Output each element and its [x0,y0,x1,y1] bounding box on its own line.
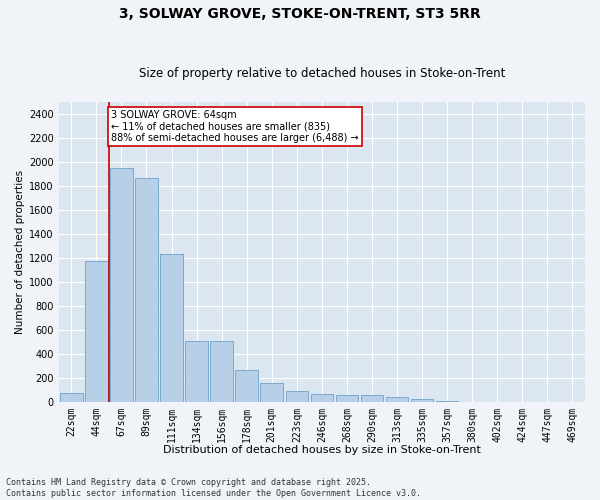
Bar [185,341,208,402]
Text: Contains HM Land Registry data © Crown copyright and database right 2025.
Contai: Contains HM Land Registry data © Crown c… [6,478,421,498]
Y-axis label: Number of detached properties: Number of detached properties [15,170,25,334]
Bar [160,254,183,402]
Bar [436,401,458,402]
Bar [135,178,158,402]
Bar [211,341,233,402]
Bar [85,261,107,402]
Bar [386,396,409,402]
Text: 3 SOLWAY GROVE: 64sqm
← 11% of detached houses are smaller (835)
88% of semi-det: 3 SOLWAY GROVE: 64sqm ← 11% of detached … [112,110,359,143]
Bar [335,396,358,402]
Bar [110,168,133,402]
Bar [235,370,258,402]
Bar [411,398,433,402]
Bar [361,396,383,402]
Bar [286,390,308,402]
Title: Size of property relative to detached houses in Stoke-on-Trent: Size of property relative to detached ho… [139,66,505,80]
Bar [311,394,333,402]
Bar [260,383,283,402]
Bar [60,393,83,402]
X-axis label: Distribution of detached houses by size in Stoke-on-Trent: Distribution of detached houses by size … [163,445,481,455]
Text: 3, SOLWAY GROVE, STOKE-ON-TRENT, ST3 5RR: 3, SOLWAY GROVE, STOKE-ON-TRENT, ST3 5RR [119,8,481,22]
